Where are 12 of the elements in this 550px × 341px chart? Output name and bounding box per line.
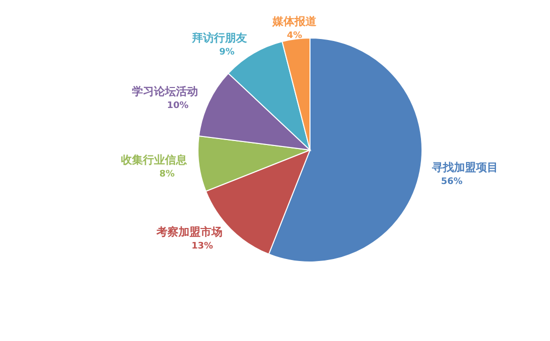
slice-label: 媒体报道 [271,14,318,28]
data-label: 56% [441,177,463,188]
data-label: 4% [286,30,302,41]
slice-label: 收集行业信息 [120,154,188,167]
slice-label: 寻找加盟项目 [430,161,498,174]
data-label: 10% [167,101,189,112]
data-label: 9% [219,47,235,58]
data-label: 13% [192,242,214,252]
slice-label: 学习论坛活动 [132,85,198,98]
slice-label: 考察加盟市场 [155,226,222,239]
slice-label: 拜访行朋友 [190,31,247,44]
data-label: 8% [159,170,175,180]
